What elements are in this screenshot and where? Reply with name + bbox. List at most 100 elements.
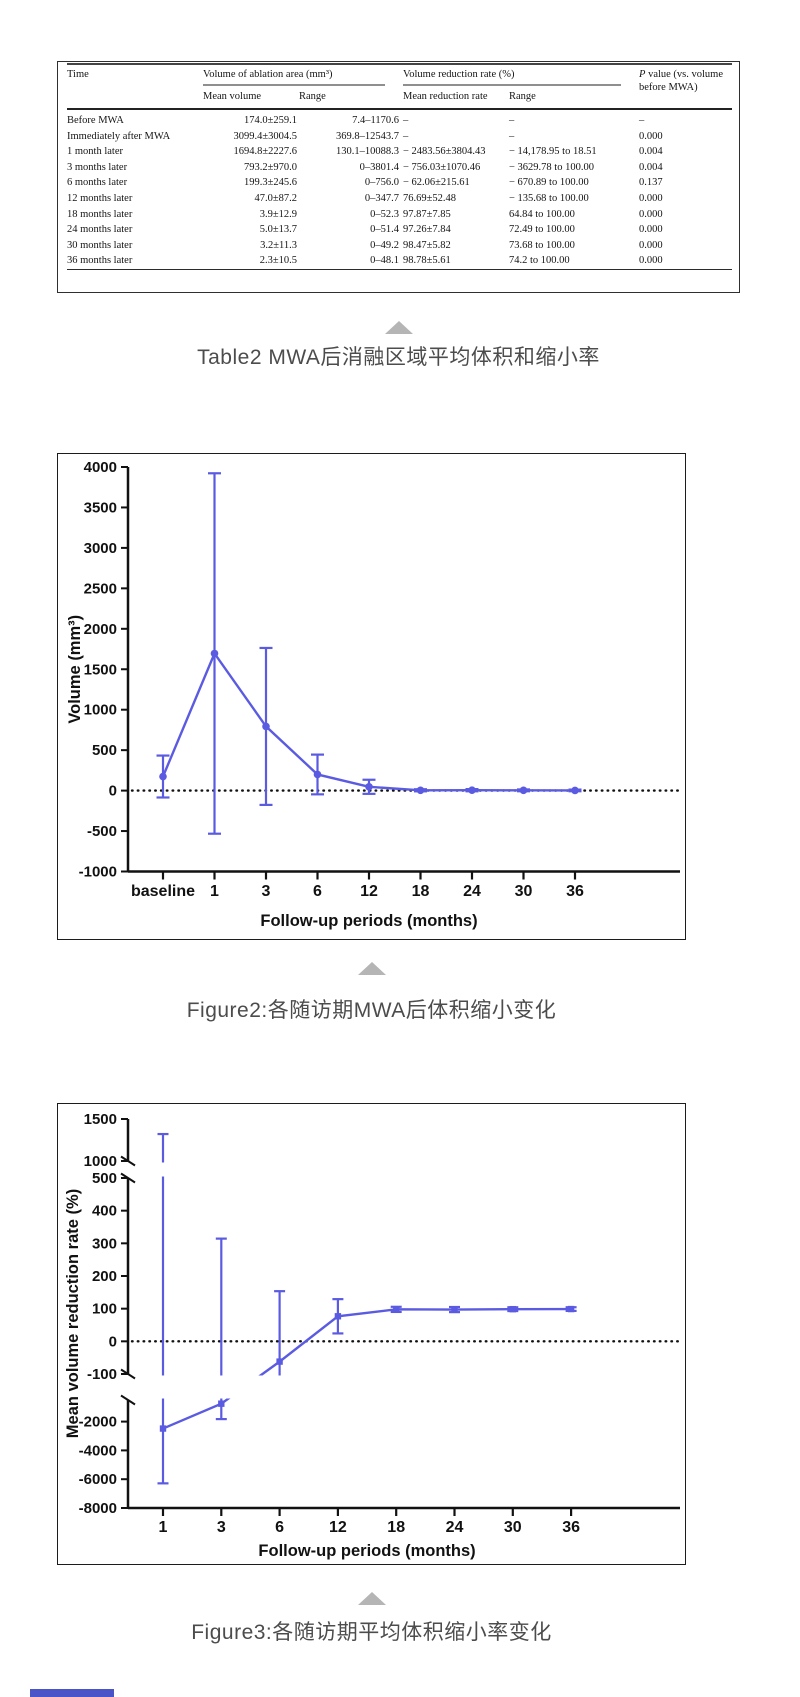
table-cell: 1694.8±2227.6 [233, 146, 297, 158]
svg-text:100: 100 [92, 1301, 117, 1318]
col-group-reduction: Volume reduction rate (%) [403, 64, 639, 86]
table-cell: 0.000 [639, 130, 663, 142]
svg-text:6: 6 [275, 1519, 284, 1536]
table-cell: 369.8–12543.7 [336, 130, 399, 142]
svg-text:3: 3 [262, 883, 271, 900]
table-cell: 130.1–10088.3 [336, 146, 399, 158]
svg-text:12: 12 [360, 883, 378, 900]
table-cell: 64.84 to 100.00 [509, 208, 575, 220]
table-row: 36 months later 2.3±10.5 0–48.1 98.78±5.61 7… [67, 253, 733, 270]
table-cell: 97.26±7.84 [403, 224, 451, 236]
table-cell: 74.2 to 100.00 [509, 253, 640, 270]
table-cell: 97.87±7.85 [403, 208, 451, 220]
tick-labels: 4000 3500 3000 2500 2000 1500 1000 500 0 -500 -100… [66, 459, 584, 930]
collapse-triangle[interactable] [384, 321, 413, 334]
svg-text:-1000: -1000 [79, 864, 117, 881]
table-cell: Immediately after MWA [67, 130, 171, 142]
table-cell: 98.47±5.82 [403, 239, 451, 251]
table-cell: 0.004 [639, 146, 663, 158]
table-cell: 3 months later [67, 161, 128, 173]
svg-text:1000: 1000 [84, 702, 117, 719]
col-header-p-value: P value (vs. volume before MWA) [639, 64, 733, 110]
col-header-time: Time [67, 64, 203, 110]
data-markers [159, 1305, 575, 1432]
table-cell: − 135.68 to 100.00 [509, 192, 589, 204]
collapse-triangle[interactable] [357, 962, 386, 975]
table-cell: – [403, 130, 409, 142]
svg-text:-2000: -2000 [79, 1414, 117, 1431]
svg-text:3: 3 [217, 1519, 226, 1536]
svg-text:1: 1 [210, 883, 219, 900]
svg-text:24: 24 [446, 1519, 464, 1536]
figure3-collapse-row [57, 1592, 686, 1605]
table-cell: − 670.89 to 100.00 [509, 177, 589, 189]
table-row: 24 months later 5.0±13.7 0–51.4 97.26±7.84 7… [67, 222, 732, 238]
svg-text:30: 30 [515, 883, 533, 900]
table-cell: − 3629.78 to 100.00 [509, 161, 594, 173]
svg-text:500: 500 [92, 1170, 117, 1187]
table-cell: – [639, 115, 645, 126]
table-cell: 12 months later [67, 192, 133, 204]
svg-text:-500: -500 [87, 823, 117, 840]
table-cell: Before MWA [67, 115, 124, 126]
table-cell: 0.000 [639, 224, 663, 236]
table-cell: 7.4–1170.6 [352, 115, 399, 126]
table-row: Before MWA 174.0±259.1 7.4–1170.6– – – [67, 109, 732, 129]
table-cell: 6 months later [67, 177, 128, 189]
table-cell: 1 month later [67, 146, 123, 158]
table-row: 3 months later 793.2±970.0 0–3801.4 − 756.0… [67, 160, 732, 176]
table-row: 30 months later 3.2±11.3 0–49.2 98.47±5.82 7… [67, 238, 732, 254]
table-cell: 174.0±259.1 [243, 115, 297, 126]
col-group-volume: Volume of ablation area (mm³) [203, 64, 403, 86]
table-row: Immediately after MWA 3099.4±3004.5 369.8–… [67, 129, 732, 145]
svg-text:0: 0 [109, 1333, 117, 1350]
table-cell: 0.004 [639, 161, 663, 173]
svg-text:2000: 2000 [84, 621, 117, 638]
table-cell: 0.000 [639, 239, 663, 251]
svg-text:1: 1 [159, 1519, 168, 1536]
table-cell: − 2483.56±3804.43 [403, 146, 486, 158]
series-line [161, 651, 576, 792]
table-cell: 73.68 to 100.00 [509, 239, 575, 251]
table-cell: 76.69±52.48 [403, 192, 457, 204]
svg-text:1500: 1500 [84, 1111, 117, 1128]
collapse-triangle[interactable] [357, 1592, 386, 1605]
table-cell: 5.0±13.7 [259, 224, 297, 236]
svg-text:200: 200 [92, 1268, 117, 1285]
partial-blue-element [30, 1689, 114, 1697]
svg-text:-6000: -6000 [79, 1471, 117, 1488]
table-row: 6 months later 199.3±245.6 0–756.0 − 62.06±… [67, 175, 732, 191]
table2: Time Volume of ablation area (mm³) Volum… [67, 63, 733, 270]
series-line [162, 1307, 572, 1430]
table-cell: 47.0±87.2 [254, 192, 297, 204]
tick-labels: 150010005004003002001000-100-2000-4000-6… [64, 1111, 580, 1560]
svg-text:2500: 2500 [84, 580, 117, 597]
table-cell: 793.2±970.0 [243, 161, 297, 173]
y-axis-title: Volume (mm³) [66, 615, 84, 724]
table-cell: 0–756.0 [364, 177, 399, 189]
axis-break-band [129, 1162, 684, 1177]
table-cell: 0–347.7 [364, 192, 399, 204]
table-cell: 0–51.4 [370, 224, 399, 236]
svg-text:18: 18 [387, 1519, 405, 1536]
axis-break-mark [120, 1394, 136, 1406]
p-italic: P [639, 69, 646, 80]
svg-text:4000: 4000 [84, 459, 117, 476]
svg-text:30: 30 [504, 1519, 522, 1536]
table-cell: 0–49.2 [370, 239, 399, 251]
svg-text:1000: 1000 [84, 1153, 117, 1170]
table-cell: 0.137 [639, 177, 663, 189]
svg-text:36: 36 [562, 1519, 580, 1536]
svg-text:6: 6 [313, 883, 322, 900]
table-cell: 3.9±12.9 [259, 208, 297, 220]
figure3-caption: Figure3:各随访期平均体积缩小率变化 [191, 1621, 552, 1644]
table-caption: Table2 MWA后消融区域平均体积和缩小率 [197, 346, 600, 369]
svg-text:300: 300 [92, 1235, 117, 1252]
table-cell: − 14,178.95 to 18.51 [509, 146, 597, 158]
svg-text:400: 400 [92, 1203, 117, 1220]
svg-text:-8000: -8000 [79, 1500, 117, 1517]
table-cell: 0.000 [639, 208, 663, 220]
col-header-volume-range: Range [299, 86, 403, 110]
table-cell: − 62.06±215.61 [403, 177, 470, 189]
figure2-box: 4000 3500 3000 2500 2000 1500 1000 500 0 -500 -100… [57, 453, 686, 940]
